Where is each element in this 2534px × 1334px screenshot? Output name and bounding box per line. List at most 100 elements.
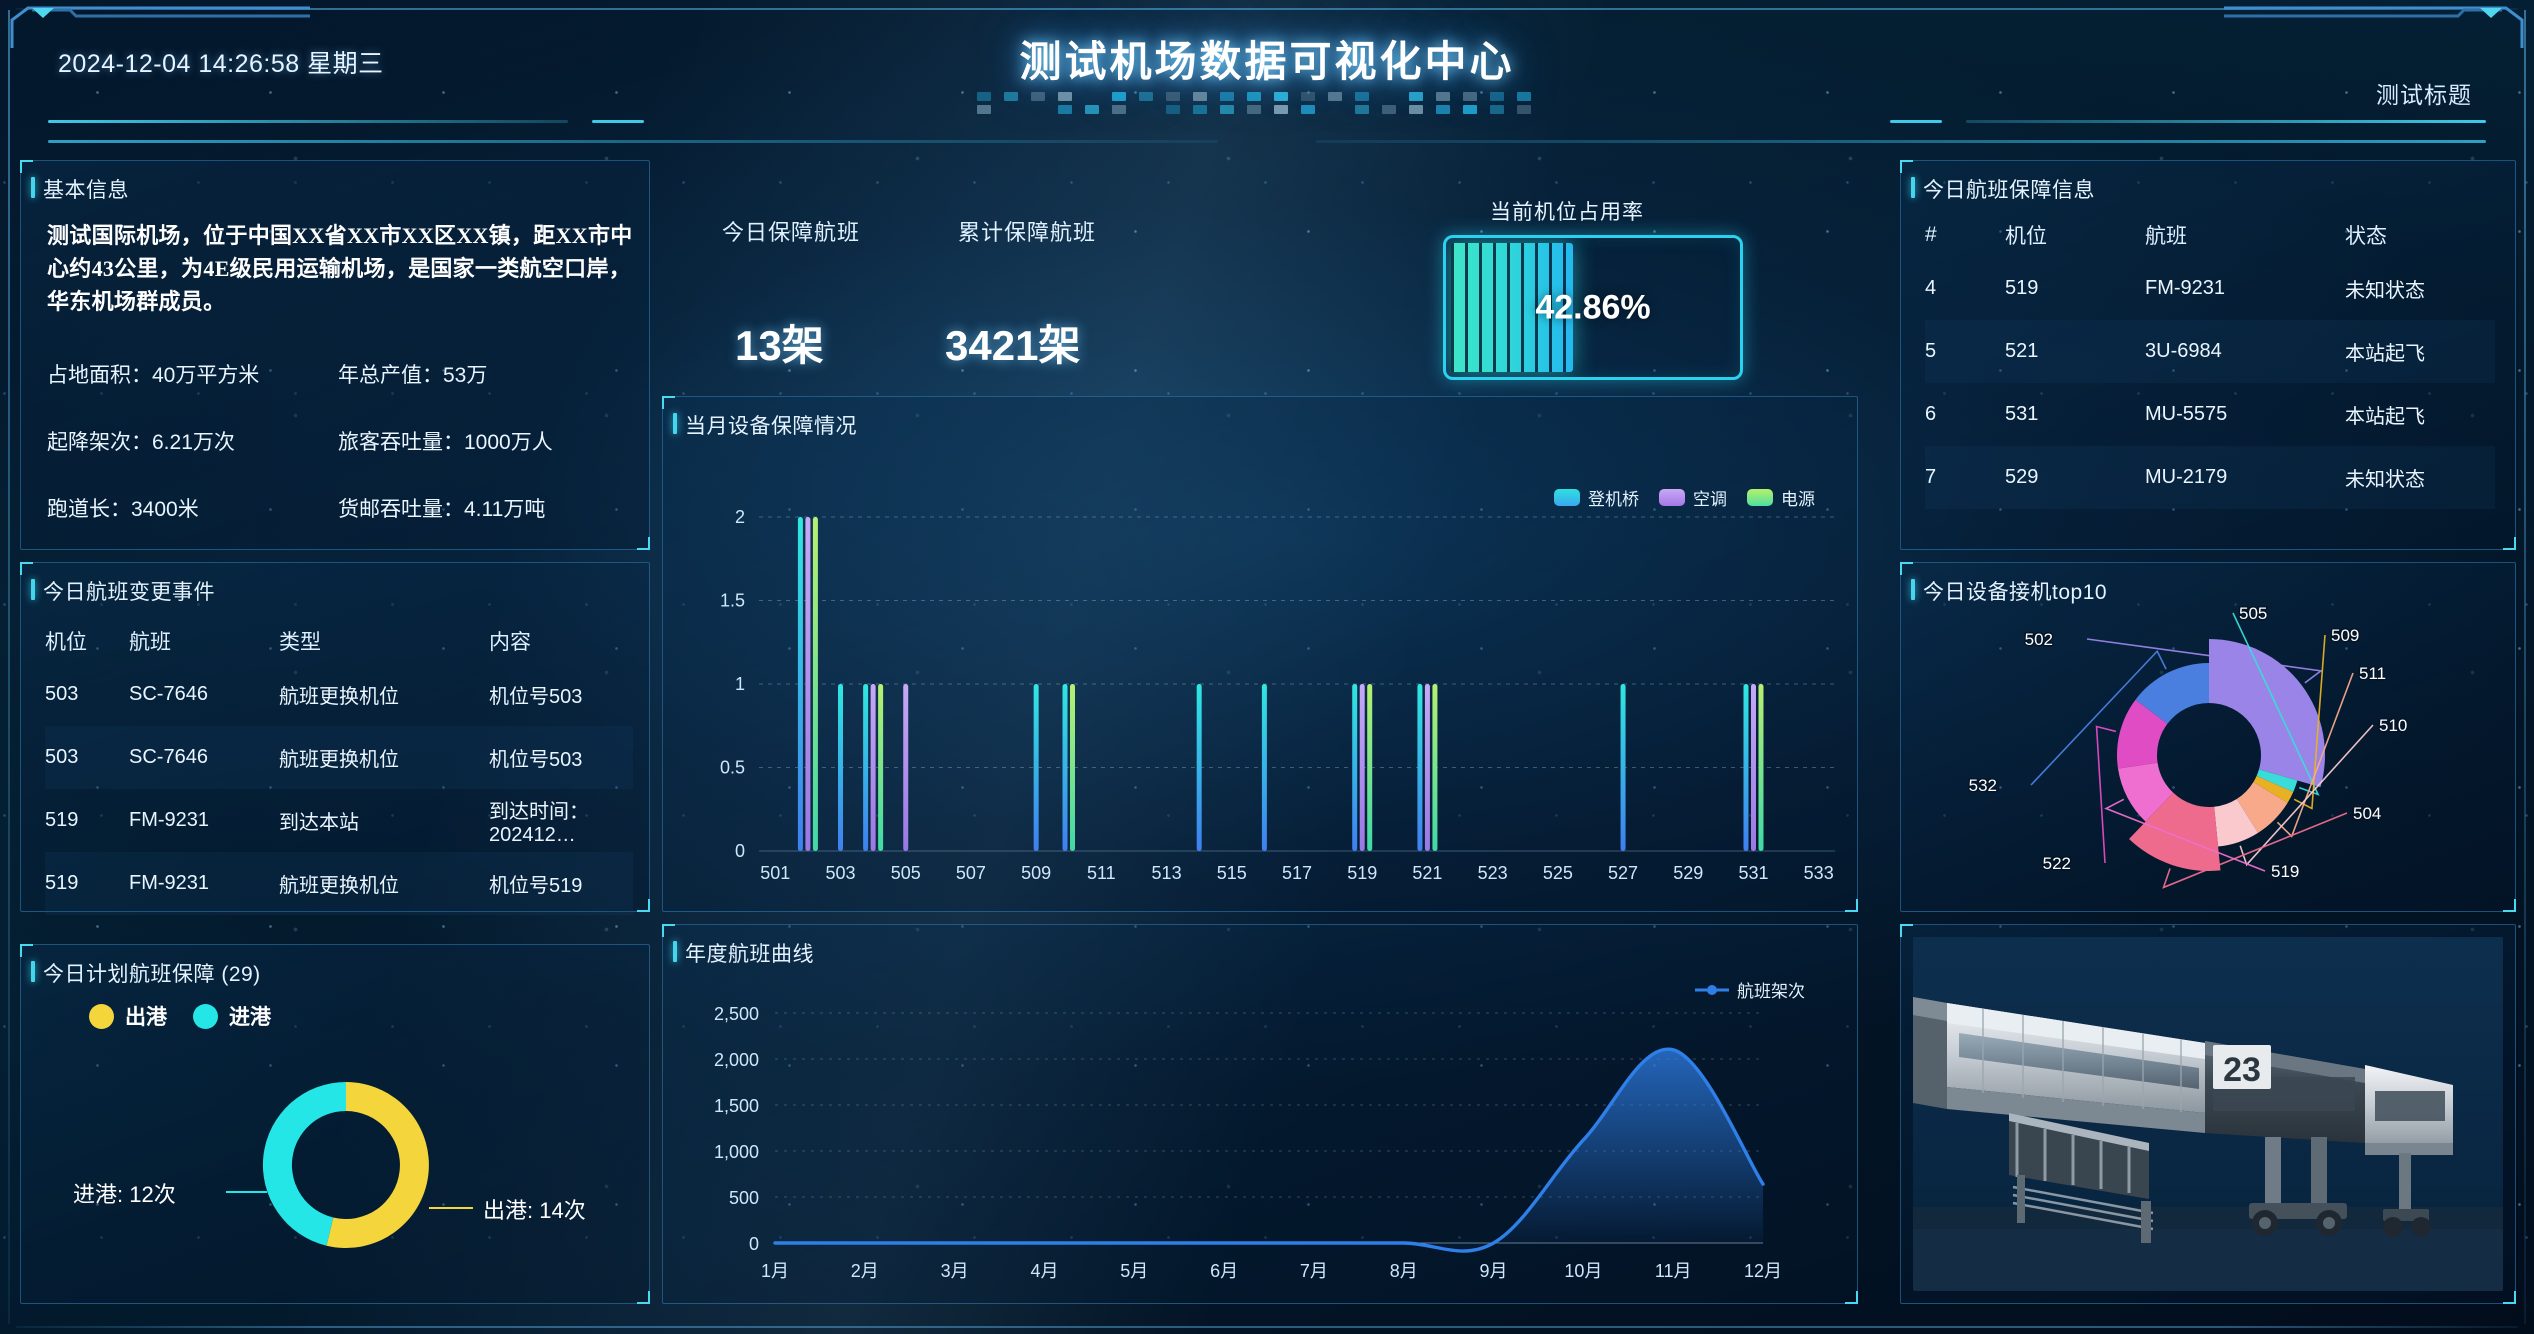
header-rule-right-2 [1890,120,1942,123]
column-header: 机位 [2005,225,2047,248]
table-header-row: 机位 航班 类型 内容 [45,619,633,663]
svg-text:6月: 6月 [1210,1261,1238,1281]
svg-text:1: 1 [735,674,745,694]
legend-item-flights[interactable]: 航班架次 [1695,977,1805,1002]
donut-slice-505[interactable] [2256,769,2298,792]
donut-slice-511[interactable] [2236,781,2288,833]
cell-type: 航班更换机位 [279,749,399,771]
legend-item-power[interactable]: 电源 [1747,485,1815,510]
equipment-top10-title: 今日设备接机top10 [1910,576,2107,606]
kpi-today-label: 今日保障航班 [722,220,861,245]
svg-text:515: 515 [1217,863,1247,883]
table-row[interactable]: 519 FM-9231 到达本站 到达时间：202412… [45,789,633,852]
cell-index: 7 [1925,466,1937,488]
donut-slice-arrival[interactable] [262,1082,346,1246]
boarding-bridge-illustration: 23 [1913,937,2503,1291]
svg-text:4月: 4月 [1030,1261,1058,1281]
stat-item: 年总产值：53万 [338,364,488,387]
donut-label-504: 504 [2353,804,2381,823]
donut-slice-departure[interactable] [326,1082,429,1248]
table-row[interactable]: 6 531 MU-5575 本站起飞 [1925,383,2495,446]
cell-stand: 519 [45,809,79,831]
panel-bridge-photo: 23 [1900,924,2516,1304]
legend-item-aircon[interactable]: 空调 [1659,485,1727,510]
donut-slice-522[interactable] [2117,699,2168,769]
cell-flight: 3U-6984 [2145,340,2222,362]
legend-swatch-power [1747,489,1773,506]
svg-text:2: 2 [735,507,745,527]
svg-text:525: 525 [1543,863,1573,883]
table-row[interactable]: 503 SC-7646 航班更换机位 机位号503 [45,726,633,789]
frame-top [16,8,2518,10]
occupancy-gauge-fill [1451,243,1573,372]
svg-text:12月: 12月 [1744,1261,1782,1281]
frame-bottom [16,1326,2518,1328]
corner-ornament-top-left [10,6,310,48]
table-row[interactable]: 4 519 FM-9231 未知状态 [1925,257,2495,320]
occupancy-gauge: 42.86% [1443,235,1743,380]
donut-label-505: 505 [2239,604,2267,623]
cell-flight: FM-9231 [129,809,210,831]
annual-chart-legend[interactable]: 航班架次 [1695,977,1805,1002]
status-badge: 未知状态 [2345,280,2425,302]
svg-text:1.5: 1.5 [720,591,745,611]
cell-stand: 503 [45,746,79,768]
donut-slice-519[interactable] [2118,762,2174,822]
kpi-total-value: 3421架 [945,322,1081,369]
panel-annual-chart: 年度航班曲线 航班架次 0 500 1,000 1,500 2,000 2,500 1月 2月… [662,924,1858,1304]
status-badge: 未知状态 [2345,469,2425,491]
svg-text:2,500: 2,500 [714,1004,759,1024]
callout-arrival: 进港: 12次 [73,1182,176,1207]
legend-line-marker [1695,984,1729,995]
table-row[interactable]: 503 SC-7646 航班更换机位 机位号503 [45,663,633,726]
svg-text:2月: 2月 [851,1261,879,1281]
bridge-number-text: 23 [2223,1051,2261,1089]
frame-right [2524,10,2526,1324]
occupancy-gauge-title: 当前机位占用率 [1490,201,1644,224]
table-row[interactable]: 519 FM-9231 航班更换机位 机位号519 [45,852,633,915]
title-decor-dots [977,92,1557,118]
legend-swatch-arrival [193,1003,218,1029]
donut-slice-510[interactable] [2214,798,2259,847]
occupancy-gauge-value: 42.86% [1535,288,1651,326]
svg-text:513: 513 [1152,863,1182,883]
svg-text:1,000: 1,000 [714,1142,759,1162]
donut-slice-502[interactable] [2209,639,2325,788]
status-badge: 本站起飞 [2345,406,2425,428]
flight-guarantee-title: 今日航班保障信息 [1911,174,2095,204]
equipment-chart-title: 当月设备保障情况 [673,410,857,440]
legend-item-arrival[interactable]: 进港 [193,1001,271,1031]
table-row[interactable]: 7 529 MU-2179 未知状态 [1925,446,2495,509]
header-rule-right-3 [1316,140,2486,143]
svg-text:2,000: 2,000 [714,1050,759,1070]
svg-text:511: 511 [1087,863,1116,883]
plan-guarantee-donut-chart [226,1082,473,1248]
donut-slice-532[interactable] [2135,663,2209,724]
panel-flight-change-events: 今日航班变更事件 机位 航班 类型 内容 503 SC-7646 航班更换机位 … [20,562,650,915]
legend-swatch-aircon [1659,489,1685,506]
header-rule-left-1 [48,120,568,123]
annual-line-chart: 0 500 1,000 1,500 2,000 2,500 1月 2月 3月 4月 5月 6月 7月 8月… [714,1004,1782,1281]
table-row[interactable]: 5 521 3U-6984 本站起飞 [1925,320,2495,383]
svg-text:0.5: 0.5 [720,758,745,778]
svg-text:503: 503 [825,863,855,883]
panel-basic-info: 基本信息 测试国际机场，位于中国XX省XX市XX区XX镇，距XX市中心约43公里… [20,160,650,550]
svg-text:517: 517 [1282,863,1312,883]
cell-index: 5 [1925,340,1937,362]
svg-text:519: 519 [1347,863,1377,883]
flight-change-table: 机位 航班 类型 内容 503 SC-7646 航班更换机位 机位号503 50… [45,619,633,915]
donut-slice-509[interactable] [2253,775,2294,803]
donut-slice-504[interactable] [2129,792,2221,871]
basic-info-title: 基本信息 [31,174,129,204]
legend-item-departure[interactable]: 出港 [89,1001,167,1031]
cell-content: 机位号503 [489,749,583,771]
table-header-row: # 机位 航班 状态 [1925,213,2495,257]
panel-flight-guarantee: 今日航班保障信息 # 机位 航班 状态 4 519 FM-9231 未知状态 5… [1900,160,2516,550]
panel-plan-guarantee: 今日计划航班保障 (29) 出港 进港 进港: 12次 出港: [20,944,650,1304]
svg-text:7月: 7月 [1300,1261,1328,1281]
donut-label-532: 532 [1969,776,1997,795]
legend-item-jetbridge[interactable]: 登机桥 [1554,485,1639,510]
legend-label: 电源 [1781,490,1815,509]
